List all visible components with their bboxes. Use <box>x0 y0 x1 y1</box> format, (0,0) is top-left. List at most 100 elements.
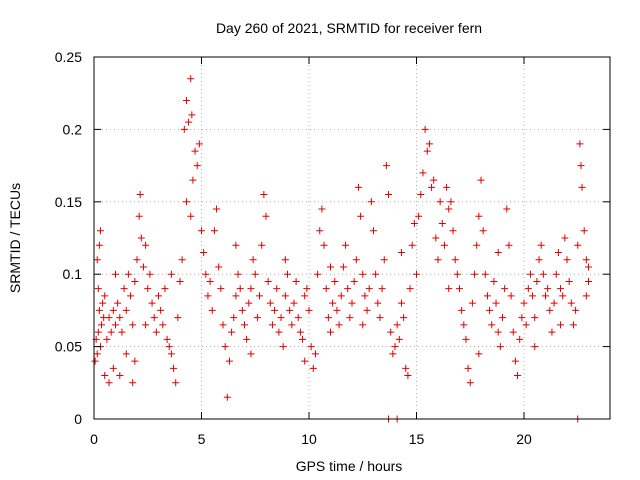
data-point <box>131 277 139 285</box>
data-point <box>413 270 420 278</box>
data-point <box>389 350 397 358</box>
data-point <box>350 277 358 285</box>
data-point <box>204 292 212 300</box>
data-point <box>378 285 386 293</box>
data-point <box>524 285 532 293</box>
data-point <box>520 299 528 307</box>
data-point <box>187 212 195 220</box>
data-point <box>139 263 147 271</box>
x-tick-label: 5 <box>198 431 206 447</box>
data-point <box>316 227 324 235</box>
data-point <box>93 350 101 358</box>
data-point <box>468 299 476 307</box>
data-point <box>273 285 281 293</box>
data-point <box>167 350 175 358</box>
data-point <box>367 198 375 206</box>
data-point <box>180 125 188 133</box>
data-point <box>449 227 457 235</box>
data-point <box>116 372 124 380</box>
data-point <box>572 306 580 314</box>
data-point <box>163 335 171 343</box>
data-point <box>503 205 511 213</box>
data-point <box>393 321 401 329</box>
data-point <box>101 292 109 300</box>
data-point <box>127 292 135 300</box>
data-point <box>380 256 388 264</box>
data-point <box>514 372 522 380</box>
data-point <box>376 314 384 322</box>
data-point <box>165 343 173 351</box>
data-point <box>105 314 113 322</box>
y-tick-label: 0.2 <box>63 121 83 137</box>
data-point <box>94 328 102 336</box>
data-point <box>208 306 216 314</box>
data-point <box>320 241 328 249</box>
data-points <box>91 75 592 423</box>
data-point <box>290 299 298 307</box>
data-point <box>473 241 481 249</box>
data-point <box>445 285 453 293</box>
data-point <box>136 191 144 199</box>
data-point <box>585 277 592 285</box>
data-point <box>432 234 440 242</box>
data-point <box>511 357 519 365</box>
data-point <box>174 314 182 322</box>
data-point <box>471 270 479 278</box>
data-point <box>101 372 109 380</box>
data-point <box>363 306 371 314</box>
data-point <box>434 256 442 264</box>
data-point <box>275 328 283 336</box>
data-point <box>307 343 315 351</box>
data-point <box>144 285 152 293</box>
data-point <box>142 241 150 249</box>
data-point <box>286 306 294 314</box>
data-point <box>284 270 291 278</box>
data-point <box>279 343 287 351</box>
data-point <box>281 256 289 264</box>
data-point <box>249 256 257 264</box>
data-point <box>266 299 274 307</box>
data-point <box>109 364 117 372</box>
data-point <box>288 321 296 329</box>
data-point <box>348 299 356 307</box>
data-point <box>531 343 539 351</box>
y-tick-label: 0.05 <box>55 339 82 355</box>
x-axis-label: GPS time / hours <box>296 458 403 474</box>
data-point <box>187 75 195 83</box>
data-point <box>318 205 326 213</box>
data-point <box>479 227 487 235</box>
data-point <box>529 292 537 300</box>
data-point <box>256 292 264 300</box>
data-point <box>419 169 427 177</box>
data-point <box>247 285 255 293</box>
data-point <box>107 328 115 336</box>
data-point <box>438 220 446 228</box>
data-point <box>322 285 330 293</box>
data-point <box>155 292 162 300</box>
data-point <box>176 277 184 285</box>
data-point <box>124 270 132 278</box>
data-point <box>494 328 502 336</box>
data-point <box>311 350 319 358</box>
data-point <box>238 306 246 314</box>
data-point <box>585 263 592 271</box>
data-point <box>397 248 405 256</box>
data-point <box>535 256 543 264</box>
data-point <box>443 183 451 191</box>
data-point <box>557 321 565 329</box>
data-point <box>337 292 345 300</box>
x-tick-label: 10 <box>301 431 317 447</box>
data-point <box>475 212 483 220</box>
data-point <box>251 270 259 278</box>
data-point <box>483 292 491 300</box>
data-point <box>94 285 102 293</box>
data-point <box>404 372 412 380</box>
data-point <box>329 299 337 307</box>
data-point <box>559 292 567 300</box>
data-point <box>374 299 382 307</box>
data-point <box>294 314 302 322</box>
data-point <box>339 263 347 271</box>
data-point <box>281 292 289 300</box>
data-point <box>436 198 444 206</box>
